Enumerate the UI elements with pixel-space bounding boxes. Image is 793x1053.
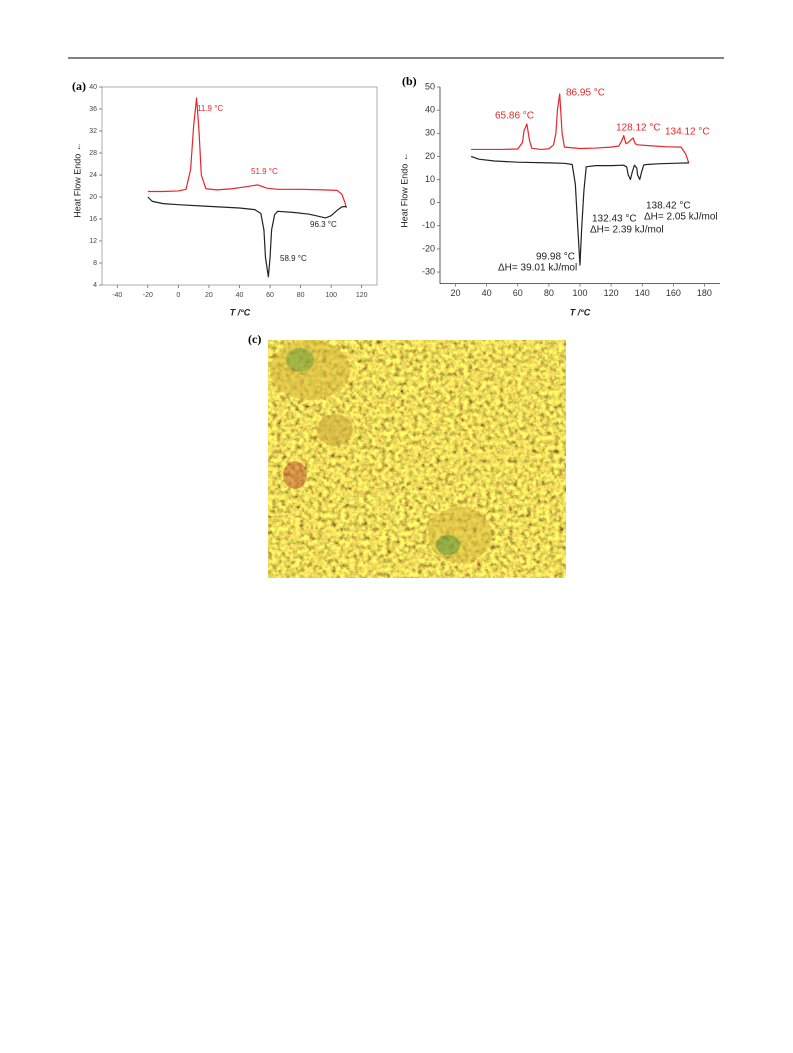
y-tick-label: 28	[89, 150, 97, 157]
x-tick-label: 160	[666, 288, 681, 298]
crystal	[270, 340, 350, 400]
annotation: 96.3 °C	[310, 220, 337, 229]
annotation: ΔH= 2.39 kJ/mol	[590, 225, 664, 236]
crystal	[436, 535, 460, 555]
x-tick-label: -40	[112, 292, 122, 299]
y-tick-label: 8	[93, 260, 97, 267]
x-tick-label: 40	[482, 288, 492, 298]
data-line	[471, 93, 690, 164]
x-tick-label: 20	[451, 288, 461, 298]
y-axis-label: Heat Flow Endo ←	[72, 142, 82, 218]
y-tick-label: -20	[422, 243, 435, 253]
x-tick-label: -20	[143, 292, 153, 299]
x-tick-label: 0	[176, 292, 180, 299]
x-tick-label: 20	[205, 292, 213, 299]
micrograph: (c)	[248, 332, 566, 578]
crystal	[428, 507, 492, 563]
x-tick-label: 180	[697, 288, 712, 298]
chart: (a) -40 -20 0 20 40 60 80 100 120 4 8 12 16 20 24 28 32 36…	[72, 79, 378, 317]
y-tick-label: 50	[425, 81, 435, 91]
annotation: ΔH= 2.05 kJ/mol	[644, 212, 718, 223]
x-axis-label: T /°C	[570, 307, 591, 317]
annotation: 51.9 °C	[251, 167, 278, 176]
annotation: 86.95 °C	[566, 88, 605, 99]
y-tick-label: -30	[422, 266, 435, 276]
y-tick-label: 40	[425, 105, 435, 115]
data-line	[470, 155, 689, 266]
x-tick-label: 60	[513, 288, 523, 298]
annotation: 11.9 °C	[197, 104, 223, 113]
y-tick-label: 4	[93, 282, 97, 289]
panel-label: (c)	[248, 332, 261, 346]
y-tick-label: 20	[425, 151, 435, 161]
annotation: 58.9 °C	[280, 254, 307, 263]
y-tick-label: 0	[430, 197, 435, 207]
x-tick-label: 60	[266, 292, 274, 299]
plot-frame	[101, 86, 378, 286]
y-tick-label: 40	[89, 84, 97, 91]
annotation: 128.12 °C	[616, 123, 661, 134]
y-tick-label: 12	[89, 238, 97, 245]
y-tick-label: 10	[425, 174, 435, 184]
y-tick-label: 32	[89, 128, 97, 135]
data-line	[147, 196, 347, 278]
annotation: 65.86 °C	[495, 111, 534, 122]
y-tick-label: 16	[89, 216, 97, 223]
crystal	[283, 461, 307, 489]
x-tick-label: 120	[356, 292, 368, 299]
y-tick-label: 36	[89, 106, 97, 113]
x-tick-label: 120	[604, 288, 619, 298]
x-tick-label: 80	[297, 292, 305, 299]
y-tick-label: -10	[422, 220, 435, 230]
annotation: 138.42 °C	[646, 201, 691, 212]
y-tick-label: 30	[425, 128, 435, 138]
annotation: 99.98 °C	[536, 252, 575, 263]
x-tick-label: 100	[325, 292, 337, 299]
y-axis-label: Heat Flow Endo ←	[399, 152, 409, 228]
x-axis-label: T /°C	[230, 307, 251, 317]
y-tick-label: 24	[89, 172, 97, 179]
x-tick-label: 100	[572, 288, 587, 298]
annotation: 134.12 °C	[665, 127, 710, 138]
annotation: ΔH= 39.01 kJ/mol	[498, 263, 577, 274]
crystal	[317, 414, 353, 446]
x-tick-label: 140	[635, 288, 650, 298]
data-line	[147, 97, 348, 209]
x-tick-label: 80	[544, 288, 554, 298]
panel-label: (a)	[72, 79, 86, 93]
chart: (b) 20 40 60 80 100 120 140 160 180 -30 -20 -10 0 10 20…	[399, 74, 720, 317]
panel-label: (b)	[402, 74, 417, 88]
x-tick-label: 40	[236, 292, 244, 299]
annotation: 132.43 °C	[592, 214, 637, 225]
y-tick-label: 20	[89, 194, 97, 201]
crystal	[286, 348, 314, 372]
